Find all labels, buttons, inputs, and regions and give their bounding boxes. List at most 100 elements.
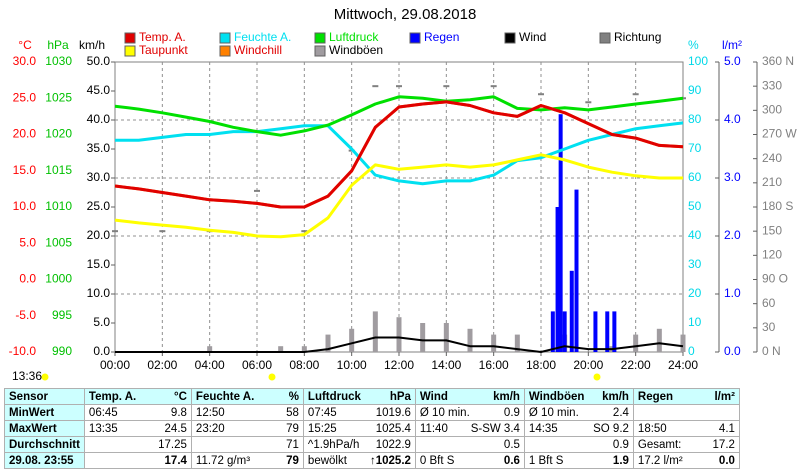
x-tick-label: 02:00 — [147, 358, 177, 372]
y-tick-label: 10.0 — [87, 286, 111, 300]
bar — [558, 114, 563, 352]
y-tick-label: 180 S — [762, 199, 793, 213]
y-tick-label: 360 N — [762, 54, 794, 68]
legend-label: Windböen — [329, 43, 383, 57]
table-cell: 58 12:50 — [190, 404, 304, 421]
table-cell: 24.5 13:35 — [83, 420, 192, 437]
y-tick-label: 1020 — [45, 127, 72, 141]
x-tick-label: 06:00 — [242, 358, 272, 372]
bar — [514, 334, 520, 352]
direction-dot — [372, 85, 379, 88]
cell-text: Luftdruck — [307, 390, 361, 403]
y-tick-label: 70 — [688, 141, 702, 155]
y-tick-label: 0.0 — [724, 344, 741, 358]
cell-text: km/h — [493, 390, 520, 403]
bar — [443, 323, 449, 352]
chart: Mittwoch, 29.08.2018 13:36 °C 30.0 25.0 20.… — [9, 6, 798, 383]
table-cell: 1019.6 07:45 — [302, 404, 416, 421]
axis-unit: % — [688, 38, 699, 52]
legend-label: Feuchte A. — [234, 30, 291, 44]
cell-text: 79 — [286, 454, 299, 467]
y-tick-label: 330 — [762, 78, 782, 92]
cell-text: Windböen — [528, 390, 585, 403]
table-cell: km/h Windböen — [523, 388, 634, 405]
y-tick-label: 60 — [762, 296, 776, 310]
cell-text: l/m² — [714, 390, 735, 403]
bar — [656, 328, 662, 352]
cell-text: 17.2 — [712, 438, 735, 451]
cell-text: 58 — [286, 406, 299, 419]
y-tick-label: 0.0 — [93, 344, 110, 358]
cell-text: Sensor — [9, 390, 48, 403]
y-tick-label: 25.0 — [87, 199, 111, 213]
table-cell: 0.6 0 Bft S — [414, 452, 525, 469]
table-cell: 1.9 1 Bft S — [523, 452, 634, 469]
cell-text: hPa — [389, 390, 411, 403]
y-tick-label: 240 — [762, 151, 782, 165]
y-tick-label: 0 N — [762, 344, 781, 358]
cell-text: 2.4 — [612, 406, 629, 419]
direction-dot — [301, 230, 308, 233]
table-cell: 1025.4 15:25 — [302, 420, 416, 437]
y-tick-label: 40.0 — [87, 112, 111, 126]
bar — [574, 189, 579, 352]
legend-swatch — [219, 32, 231, 44]
cell-text: Temp. A. — [88, 390, 137, 403]
bar — [680, 334, 686, 352]
cell-text: 15:25 — [307, 422, 337, 435]
table-cell: 17.25 — [83, 436, 192, 453]
bar — [555, 207, 560, 352]
table-cell: hPa Luftdruck — [302, 388, 416, 405]
bar — [467, 328, 473, 352]
bar — [593, 311, 598, 352]
table-cell: 4.1 18:50 — [632, 420, 740, 437]
direction-dot — [680, 97, 686, 100]
x-tick-label: 08:00 — [289, 358, 319, 372]
table-cell — [632, 404, 740, 421]
y-tick-label: 1015 — [45, 163, 72, 177]
cell-text: 79 — [286, 422, 299, 435]
bar — [278, 346, 284, 352]
cell-text: MaxWert — [9, 422, 57, 435]
summary-table: Sensor °C Temp. A.% Feuchte A. hPa Luftdruck k… — [4, 388, 740, 469]
direction-dot — [254, 189, 260, 192]
y-tick-label: 5.0 — [19, 235, 36, 249]
y-tick-label: 990 — [52, 344, 72, 358]
cell-text: 14:35 — [528, 422, 558, 435]
legend-label: Windchill — [234, 43, 282, 57]
sun-marker — [41, 373, 49, 381]
table-cell: 79 11.72 g/m³ — [190, 452, 304, 469]
cell-text: 4.1 — [718, 422, 735, 435]
legend-swatch — [409, 32, 421, 44]
x-tick-label: 18:00 — [526, 358, 556, 372]
y-tick-label: 15.0 — [87, 257, 111, 271]
cell-text: SO 9.2 — [593, 422, 629, 435]
table-cell: 0.9 Ø 10 min. — [414, 404, 525, 421]
y-tick-label: -5.0 — [15, 308, 36, 322]
table-cell: 17.2 Gesamt: — [632, 436, 740, 453]
direction-dot — [159, 230, 166, 233]
table-row: MinWert 9.8 06:45 58 12:50 1019.6 07:45 0.9 Ø 10… — [4, 404, 740, 421]
y-tick-label: 20 — [688, 286, 702, 300]
y-tick-label: 20.0 — [13, 127, 37, 141]
chart-title: Mittwoch, 29.08.2018 — [334, 6, 477, 23]
y-tick-label: 15.0 — [13, 163, 37, 177]
y-tick-label: 30 — [762, 320, 776, 334]
cell-text: 13:35 — [88, 422, 118, 435]
cell-text: MinWert — [9, 406, 55, 419]
table-cell: MinWert — [4, 404, 85, 421]
cell-text: 12:50 — [195, 406, 225, 419]
table-row: 29.08. 23:55 17.4 79 11.72 g/m³ ↑1025.2 bewöl… — [4, 452, 740, 469]
y-tick-label: 1.0 — [724, 286, 741, 300]
cell-text: % — [288, 390, 299, 403]
table-cell: 29.08. 23:55 — [4, 452, 85, 469]
direction-dot — [396, 85, 402, 88]
y-tick-label: 60 — [688, 170, 702, 184]
cell-text: km/h — [602, 390, 629, 403]
cell-text: ^1.9hPa/h — [307, 438, 360, 451]
table-cell: km/h Wind — [414, 388, 525, 405]
cell-text: 11.72 g/m³ — [195, 454, 251, 467]
y-tick-label: 0.0 — [19, 272, 36, 286]
cell-text: S-SW 3.4 — [470, 422, 520, 435]
table-cell: ↑1025.2 bewölkt — [302, 452, 416, 469]
